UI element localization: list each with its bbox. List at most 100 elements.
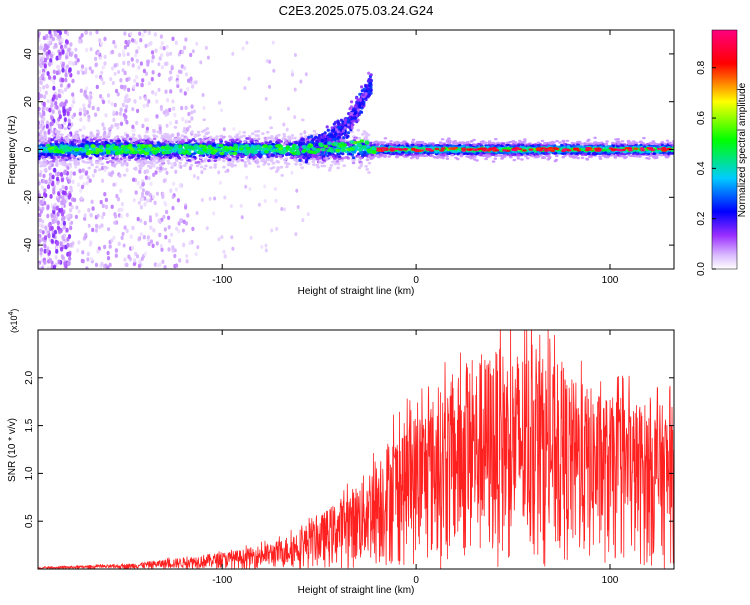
spectrogram-cell <box>280 174 285 177</box>
spectrogram-cell <box>245 40 249 45</box>
spectrogram-cell <box>170 232 174 237</box>
spectrogram-cell <box>100 223 104 228</box>
spectrogram-cell <box>57 132 61 136</box>
spectrogram-cell <box>185 254 189 258</box>
spectrogram-cell <box>184 72 188 77</box>
spectrogram-cell <box>256 129 261 133</box>
spectrogram-cell <box>50 238 54 244</box>
spectrogram-cell <box>355 120 359 124</box>
spectrogram-cell <box>226 163 231 167</box>
spectrogram-cell <box>50 121 54 126</box>
spectrogram-cell <box>275 226 279 231</box>
spectrogram-cell <box>121 49 125 54</box>
spectrogram-cell <box>61 184 65 190</box>
spectrogram-cell <box>55 249 59 254</box>
spectrogram-cell <box>58 38 62 43</box>
spectrogram-cell <box>41 224 45 229</box>
spectrogram-cell <box>296 205 300 209</box>
spectrogram-cell <box>354 103 358 107</box>
spectrogram-cell <box>332 137 336 141</box>
spectrogram-cell <box>70 188 73 193</box>
spectrogram-cell <box>121 68 125 73</box>
spectrogram-cell <box>155 166 160 170</box>
spectrogram-cell <box>225 157 229 160</box>
spectrogram-cell <box>257 154 261 158</box>
spectrogram-cell <box>55 162 59 167</box>
spectrogram-cell <box>306 212 310 217</box>
spectrogram-cell <box>95 30 99 35</box>
spectrogram-cell <box>196 134 200 137</box>
spectrogram-cell <box>142 68 146 74</box>
spectrogram-cell <box>94 161 99 165</box>
spectrogram-cell <box>82 236 86 241</box>
spectrogram-cell <box>52 205 56 211</box>
spectrogram-cell <box>200 170 204 175</box>
spectrogram-cell <box>145 156 149 160</box>
spectrogram-cell <box>186 213 190 218</box>
spectrogram-cell <box>53 31 57 37</box>
spectrogram-cell <box>175 263 179 268</box>
spectrogram-cell <box>266 162 271 166</box>
spectrogram-cell <box>325 156 329 160</box>
spectrogram-cell <box>100 261 104 266</box>
spectrogram-cell <box>336 125 340 129</box>
spectrogram-cell <box>312 163 316 167</box>
spectrogram-cell <box>360 101 364 105</box>
spectrogram-cell <box>67 83 71 88</box>
spectrogram-cell <box>364 84 368 88</box>
spectrogram-cell <box>139 38 143 43</box>
spectrogram-cell <box>46 99 50 104</box>
spectrogram-cell <box>178 258 182 263</box>
spectrogram-cell <box>60 101 64 107</box>
spectrogram-cell <box>191 49 195 54</box>
spectrogram-cell <box>152 228 156 233</box>
spectrogram-cell <box>158 126 162 131</box>
spectrogram-cell <box>42 135 47 139</box>
spectrogram-cell <box>367 71 371 75</box>
spectrogram-cell <box>111 156 115 160</box>
spectrogram-cell <box>122 52 126 57</box>
spectrogram-cell <box>223 195 227 200</box>
spectrogram-cell <box>170 162 174 167</box>
spectrogram-cell <box>131 38 135 43</box>
spectrogram-cell <box>68 174 73 180</box>
spectrogram-cell <box>140 82 144 88</box>
spectrogram-cell <box>165 51 170 57</box>
spectrogram-cell <box>268 84 271 89</box>
spectrogram-cell <box>39 58 43 63</box>
spectrogram-cell <box>188 240 192 245</box>
spectrogram-cell <box>333 134 337 138</box>
spectrogram-cell <box>74 164 78 169</box>
spectrogram-cell <box>114 253 118 258</box>
spectrogram-cell <box>134 138 138 141</box>
spectrogram-cell <box>49 194 53 199</box>
spectrogram-cell <box>38 106 41 112</box>
spectrogram-cell <box>95 132 99 138</box>
spectrogram-cell <box>61 216 65 222</box>
spectrogram-cell <box>42 173 46 179</box>
spectrogram-cell <box>195 164 200 168</box>
spectrogram-cell <box>162 214 166 219</box>
spectrogram-cell <box>80 258 84 264</box>
spectrogram-cell <box>132 144 137 147</box>
spectrogram-cell <box>148 192 152 197</box>
spectrogram-cell <box>227 161 231 164</box>
spectrogram-cell <box>199 165 204 169</box>
spectrogram-cell <box>104 204 109 210</box>
spectrogram-cell <box>48 165 52 171</box>
spectrogram-cell <box>58 51 62 57</box>
spectrogram-cell <box>76 58 80 63</box>
spectrogram-cell <box>65 136 70 140</box>
spectrogram-cell <box>244 164 248 168</box>
spectrogram-cell <box>148 215 152 220</box>
spectrogram-cell <box>159 107 163 112</box>
spectrogram-cell <box>135 82 139 87</box>
spectrogram-cell <box>125 228 129 234</box>
spectrogram-cell <box>141 191 145 197</box>
spectrogram-cell <box>141 157 145 161</box>
spectrogram-cell <box>367 93 371 97</box>
spectrogram-cell <box>69 42 73 47</box>
spectrogram-cell <box>171 99 175 104</box>
spectrogram-cell <box>134 158 138 161</box>
spectrogram-cell <box>349 112 353 116</box>
